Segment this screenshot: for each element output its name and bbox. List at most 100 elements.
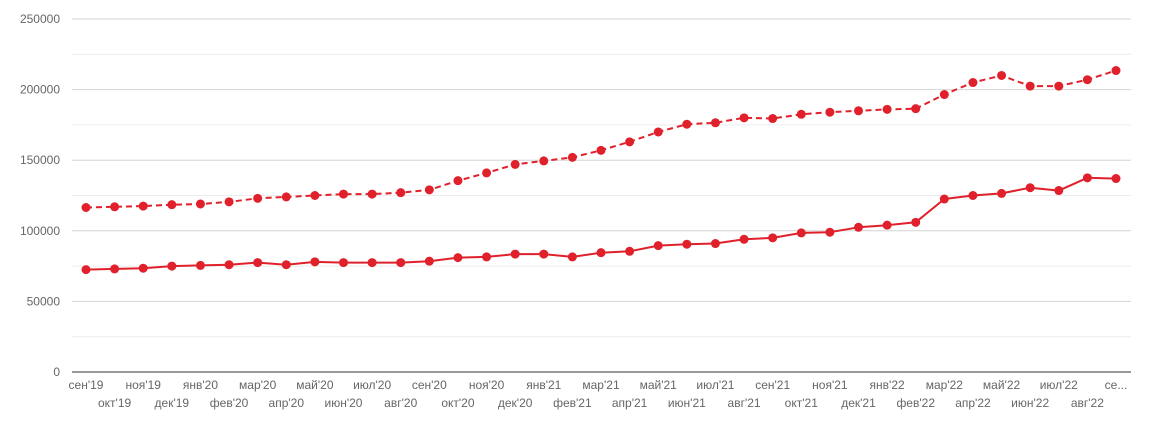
data-point[interactable]	[1054, 186, 1064, 196]
x-tick-label: сен'20	[412, 378, 447, 392]
x-tick-label: апр'21	[612, 396, 648, 410]
data-point[interactable]	[1025, 81, 1035, 91]
data-point[interactable]	[939, 90, 949, 100]
data-point[interactable]	[138, 263, 148, 273]
data-point[interactable]	[281, 260, 291, 270]
data-point[interactable]	[81, 265, 91, 275]
data-point[interactable]	[167, 261, 177, 271]
x-tick-label: фев'21	[553, 396, 592, 410]
data-point[interactable]	[310, 191, 320, 200]
data-point[interactable]	[796, 109, 806, 119]
x-tick-label: дек'21	[841, 396, 876, 410]
x-tick-label: июн'22	[1011, 396, 1049, 410]
data-point[interactable]	[539, 249, 549, 259]
data-point[interactable]	[253, 193, 263, 203]
x-tick-label: июл'21	[696, 378, 734, 392]
x-tick-label: фев'22	[896, 396, 935, 410]
data-point[interactable]	[968, 191, 978, 200]
data-point[interactable]	[453, 176, 463, 186]
data-point[interactable]	[81, 203, 91, 213]
data-point[interactable]	[710, 239, 720, 249]
x-tick-label: май'20	[296, 378, 334, 392]
y-tick-label: 100000	[20, 224, 60, 238]
data-point[interactable]	[367, 189, 377, 199]
data-point[interactable]	[253, 258, 263, 268]
grid-lines	[72, 18, 1131, 338]
data-point[interactable]	[625, 137, 635, 147]
data-point[interactable]	[710, 118, 720, 128]
x-tick-label: ноя'20	[469, 378, 505, 392]
data-point[interactable]	[653, 127, 663, 137]
data-point[interactable]	[1082, 75, 1092, 85]
data-point[interactable]	[195, 199, 205, 209]
x-tick-label: фев'20	[210, 396, 249, 410]
data-point[interactable]	[939, 194, 949, 204]
data-point[interactable]	[138, 201, 148, 211]
data-point[interactable]	[825, 107, 835, 117]
data-point[interactable]	[424, 256, 434, 266]
data-point[interactable]	[539, 156, 549, 166]
data-point[interactable]	[567, 152, 577, 162]
x-tick-label: дек'20	[498, 396, 533, 410]
data-point[interactable]	[1054, 81, 1064, 91]
x-tick-label: май'22	[983, 378, 1021, 392]
data-point[interactable]	[768, 233, 778, 243]
data-point[interactable]	[997, 188, 1007, 198]
data-point[interactable]	[854, 222, 863, 232]
data-point[interactable]	[110, 264, 120, 274]
data-point[interactable]	[1111, 174, 1121, 184]
x-tick-label: авг'20	[384, 396, 417, 410]
x-tick-label: авг'22	[1071, 396, 1104, 410]
data-point[interactable]	[1111, 66, 1121, 76]
data-point[interactable]	[596, 145, 606, 155]
x-tick-label: янв'20	[183, 378, 218, 392]
y-tick-label: 150000	[20, 153, 60, 167]
data-point[interactable]	[682, 119, 692, 129]
data-point[interactable]	[596, 248, 606, 258]
data-point[interactable]	[997, 70, 1007, 80]
x-tick-label: мар'20	[239, 378, 277, 392]
data-point[interactable]	[1025, 183, 1035, 193]
data-point[interactable]	[453, 253, 463, 263]
data-point[interactable]	[625, 246, 635, 256]
data-point[interactable]	[882, 220, 892, 230]
data-point[interactable]	[882, 104, 892, 114]
data-point[interactable]	[739, 113, 749, 123]
data-point[interactable]	[911, 217, 921, 227]
data-point[interactable]	[796, 228, 806, 238]
data-point[interactable]	[310, 257, 320, 267]
data-point[interactable]	[482, 168, 492, 178]
data-point[interactable]	[510, 249, 520, 259]
data-point[interactable]	[396, 188, 406, 198]
data-point[interactable]	[367, 258, 377, 268]
data-point[interactable]	[396, 258, 406, 268]
data-point[interactable]	[768, 114, 778, 124]
data-point[interactable]	[968, 78, 978, 88]
data-point[interactable]	[224, 260, 234, 270]
data-point[interactable]	[110, 202, 120, 212]
data-point[interactable]	[567, 252, 577, 262]
data-point[interactable]	[739, 234, 749, 244]
y-tick-label: 200000	[20, 83, 60, 97]
data-point[interactable]	[510, 159, 520, 169]
data-point[interactable]	[911, 104, 921, 114]
data-point[interactable]	[825, 227, 835, 237]
data-point[interactable]	[653, 241, 663, 251]
y-tick-label: 0	[53, 365, 60, 379]
data-point[interactable]	[339, 189, 348, 199]
series	[81, 66, 1121, 275]
data-point[interactable]	[1082, 173, 1092, 183]
data-point[interactable]	[195, 260, 205, 270]
data-point[interactable]	[682, 239, 692, 249]
data-point[interactable]	[224, 197, 234, 207]
x-tick-label: июн'20	[325, 396, 363, 410]
data-point[interactable]	[281, 192, 291, 202]
data-point[interactable]	[339, 258, 348, 268]
data-point[interactable]	[482, 252, 492, 262]
data-point[interactable]	[854, 106, 863, 116]
x-tick-label: мар'21	[582, 378, 620, 392]
data-point[interactable]	[167, 200, 177, 210]
x-tick-label: июн'21	[668, 396, 706, 410]
data-point[interactable]	[424, 185, 434, 195]
